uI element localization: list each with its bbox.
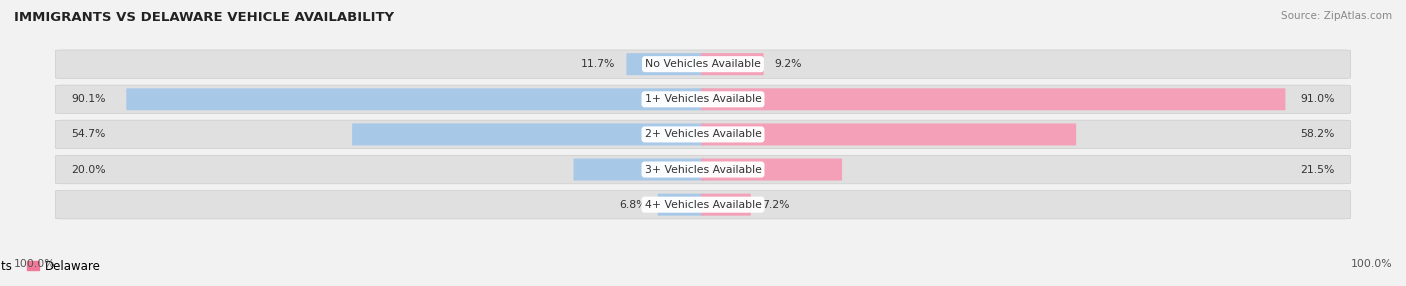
FancyBboxPatch shape [702,194,751,216]
FancyBboxPatch shape [55,85,1351,114]
Text: 54.7%: 54.7% [72,130,105,139]
Text: 21.5%: 21.5% [1301,164,1334,174]
FancyBboxPatch shape [55,190,1351,219]
Text: 2+ Vehicles Available: 2+ Vehicles Available [644,130,762,139]
Text: 100.0%: 100.0% [14,259,56,269]
Text: 9.2%: 9.2% [775,59,801,69]
FancyBboxPatch shape [55,155,1351,184]
FancyBboxPatch shape [702,88,1285,110]
Text: 6.8%: 6.8% [620,200,647,210]
FancyBboxPatch shape [574,158,704,180]
Text: IMMIGRANTS VS DELAWARE VEHICLE AVAILABILITY: IMMIGRANTS VS DELAWARE VEHICLE AVAILABIL… [14,11,394,24]
Text: 1+ Vehicles Available: 1+ Vehicles Available [644,94,762,104]
Text: No Vehicles Available: No Vehicles Available [645,59,761,69]
Text: 100.0%: 100.0% [1350,259,1392,269]
Legend: Immigrants, Delaware: Immigrants, Delaware [0,260,101,273]
Text: 58.2%: 58.2% [1301,130,1334,139]
FancyBboxPatch shape [352,124,704,145]
FancyBboxPatch shape [627,53,704,75]
Text: 7.2%: 7.2% [762,200,789,210]
FancyBboxPatch shape [702,158,842,180]
FancyBboxPatch shape [702,124,1076,145]
Text: 11.7%: 11.7% [581,59,616,69]
Text: 4+ Vehicles Available: 4+ Vehicles Available [644,200,762,210]
Text: 91.0%: 91.0% [1301,94,1334,104]
FancyBboxPatch shape [702,53,763,75]
Text: 90.1%: 90.1% [72,94,105,104]
Text: 3+ Vehicles Available: 3+ Vehicles Available [644,164,762,174]
Text: 20.0%: 20.0% [72,164,105,174]
FancyBboxPatch shape [55,120,1351,149]
FancyBboxPatch shape [658,194,704,216]
FancyBboxPatch shape [55,50,1351,78]
FancyBboxPatch shape [127,88,704,110]
Text: Source: ZipAtlas.com: Source: ZipAtlas.com [1281,11,1392,21]
